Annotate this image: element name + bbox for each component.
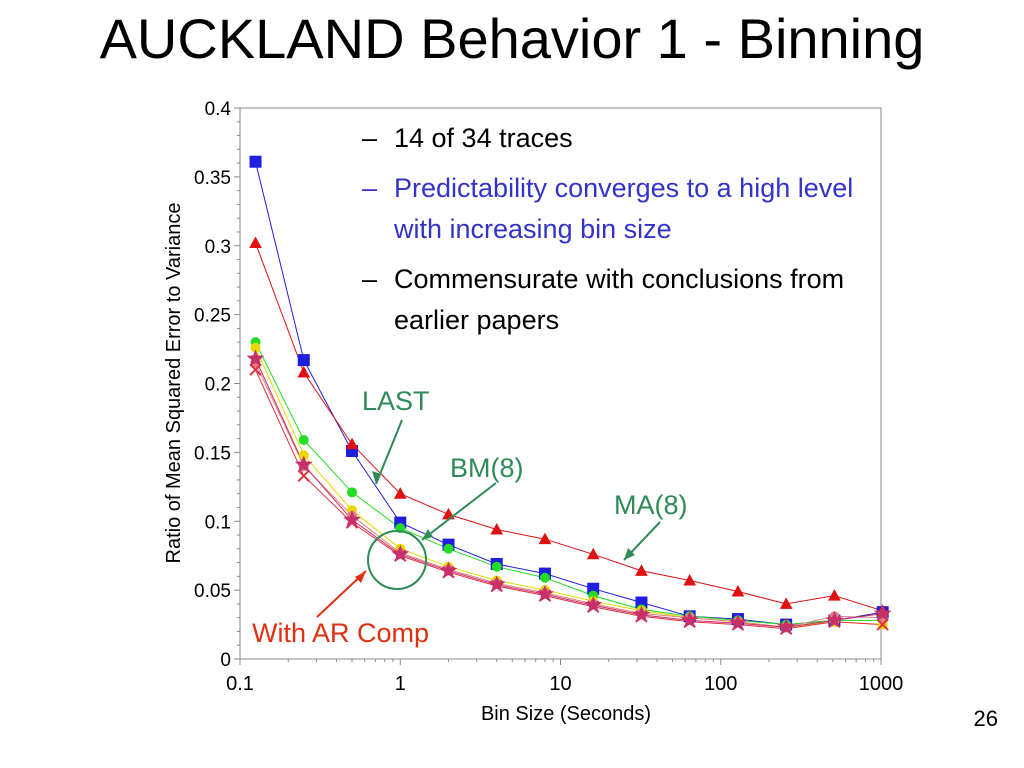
data-point (635, 564, 648, 576)
data-point (391, 544, 410, 562)
x-axis-label: Bin Size (Seconds) (481, 703, 651, 725)
series-line (255, 242, 883, 612)
data-point (297, 365, 311, 378)
series-line (255, 358, 883, 628)
data-point (294, 455, 313, 473)
data-point (777, 617, 796, 635)
x-stroke (297, 469, 310, 482)
data-point (828, 589, 841, 601)
ar-comp-highlight-circle (367, 530, 427, 590)
slide-title: AUCKLAND Behavior 1 - Binning (99, 7, 925, 70)
y-tick-label: 0.05 (194, 581, 231, 602)
data-point (439, 561, 458, 579)
annotation-arrows (316, 419, 661, 618)
annotation-ar-comp: With AR Comp (252, 618, 430, 648)
y-axis-label: Ratio of Mean Squared Error to Variance (163, 203, 185, 564)
bullet-item: – Predictability converges to a high leve… (362, 168, 882, 250)
data-point (538, 532, 552, 545)
bullet-dash: – (362, 123, 378, 153)
data-point (393, 487, 407, 499)
data-point (249, 155, 262, 168)
series-lines (255, 161, 883, 630)
x-stroke (249, 363, 262, 376)
slide-number: 26 (973, 706, 998, 731)
data-point (297, 469, 310, 482)
data-point (683, 573, 697, 586)
bm8-arrowhead (422, 529, 433, 540)
series-line (255, 369, 883, 630)
x-tick-label: 1000 (859, 673, 904, 695)
y-tick-label: 0.25 (194, 306, 231, 327)
data-point (443, 543, 454, 554)
data-point (779, 597, 793, 609)
data-point (249, 236, 262, 248)
data-point (873, 604, 892, 622)
y-tick-label: 0.35 (194, 168, 231, 189)
y-tick-label: 0.4 (205, 99, 232, 120)
data-point (539, 572, 550, 583)
series-markers (246, 155, 892, 635)
bullet-item: – Commensurate with conclusions from earl… (362, 259, 882, 341)
data-point (298, 434, 309, 445)
data-point (729, 613, 747, 631)
data-point (876, 618, 889, 631)
data-point (249, 363, 262, 376)
y-tick-label: 0.15 (194, 443, 231, 464)
y-tick-label: 0.2 (205, 375, 231, 396)
data-point (343, 510, 361, 528)
data-point (586, 547, 600, 560)
annotation-last: LAST (362, 386, 430, 416)
annotation-bm8: BM(8) (450, 453, 524, 483)
y-tick-label: 0.3 (205, 237, 231, 258)
data-point (246, 349, 265, 367)
x-stroke (876, 618, 889, 631)
data-point (487, 575, 506, 593)
x-tick-label: 1 (395, 673, 406, 695)
bullet-text: Commensurate with conclusions from earli… (394, 264, 845, 335)
bullet-dash: – (362, 264, 378, 294)
data-point (536, 584, 554, 602)
x-tick-label: 10 (549, 673, 571, 695)
data-point (584, 595, 603, 613)
bullet-item: –14 of 34 traces (362, 118, 882, 159)
last-arrowhead (372, 471, 381, 484)
data-point (680, 611, 699, 629)
series-line (255, 341, 883, 626)
axes: 0 0.05 0.1 0.15 0.2 0.25 0.3 0.35 0.4 0.1 1 10 100 10… (194, 99, 903, 695)
bullet-dash: – (362, 173, 378, 203)
data-point (825, 611, 844, 629)
bullet-text: 14 of 34 traces (394, 123, 573, 153)
data-point (347, 487, 358, 498)
last-arrow (375, 419, 403, 485)
ma8-arrowhead (624, 548, 635, 560)
bullet-list: –14 of 34 traces – Predictability converge… (362, 118, 882, 350)
data-point (491, 561, 502, 572)
annotation-ma8: MA(8) (614, 490, 688, 520)
bm8-arrow (421, 482, 497, 541)
data-point (632, 605, 651, 623)
data-point (345, 437, 359, 450)
data-point (490, 522, 504, 535)
x-tick-label: 0.1 (226, 673, 254, 695)
bullet-text: Predictability converges to a high level… (394, 173, 854, 244)
y-tick-label: 0.1 (205, 512, 231, 533)
ar-comp-arrowhead (355, 571, 366, 583)
data-point (297, 354, 310, 367)
x-tick-label: 100 (704, 673, 737, 695)
y-tick-label: 0 (220, 650, 231, 671)
data-point (731, 584, 745, 597)
